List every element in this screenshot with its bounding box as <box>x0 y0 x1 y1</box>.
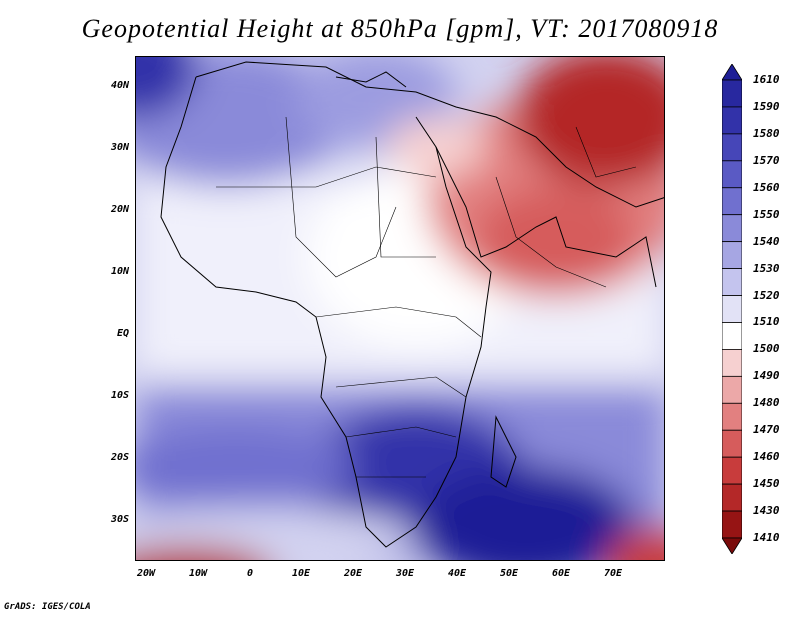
colorbar-segment <box>722 456 742 485</box>
colorbar-label: 1520 <box>753 288 780 302</box>
colorbar-segment <box>722 268 742 296</box>
colorbar <box>722 64 742 554</box>
colorbar-label: 1610 <box>753 73 780 86</box>
lon-label: 60E <box>551 568 571 579</box>
chart-title: Geopotential Height at 850hPa [gpm], VT:… <box>81 14 719 43</box>
colorbar-label: 1430 <box>753 504 780 518</box>
colorbar-bottom-arrow <box>722 537 742 554</box>
colorbar-label: 1580 <box>753 126 780 140</box>
map-plot <box>135 56 665 561</box>
colorbar-segment <box>722 187 742 216</box>
colorbar-label: 1480 <box>753 396 780 410</box>
lon-label: 0 <box>246 568 254 579</box>
lat-label: 10N <box>110 266 129 277</box>
colorbar-label: 1450 <box>753 477 780 491</box>
lon-label: 20E <box>343 568 363 579</box>
colorbar-label: 1500 <box>753 342 780 356</box>
colorbar-segment <box>722 510 742 539</box>
colorbar-segment <box>722 375 742 404</box>
lon-label: 20W <box>136 568 156 579</box>
credit-label: GrADS: IGES/COLA <box>4 602 91 612</box>
lat-label: 20S <box>110 452 129 463</box>
colorbar-label: 1560 <box>753 180 780 194</box>
lat-label: 40N <box>110 80 129 91</box>
lat-label: 30S <box>110 514 129 525</box>
colorbar-label: 1490 <box>753 369 780 383</box>
colorbar-segment <box>722 160 742 189</box>
colorbar-label: 1510 <box>753 315 780 329</box>
lon-label: 70E <box>603 568 623 579</box>
coastlines <box>160 61 664 548</box>
country-borders <box>216 116 637 478</box>
colorbar-segment <box>722 106 742 135</box>
lon-label: 50E <box>499 568 519 579</box>
colorbar-segment <box>722 429 742 458</box>
map-canvas <box>136 57 664 560</box>
height-field <box>136 57 664 560</box>
lon-label: 10E <box>291 568 311 579</box>
lat-label: 10S <box>110 390 129 401</box>
colorbar-segment <box>722 79 742 108</box>
colorbar-label: 1460 <box>753 450 780 464</box>
lat-label: EQ <box>116 328 129 339</box>
colorbar-label: 1540 <box>753 234 780 248</box>
colorbar-segment <box>722 133 742 162</box>
colorbar-segment <box>722 322 742 350</box>
lon-label: 10W <box>188 568 208 579</box>
colorbar-label: 1530 <box>753 261 780 275</box>
colorbar-segment <box>722 402 742 431</box>
colorbar-label: 1410 <box>753 531 780 544</box>
colorbar-label: 1570 <box>753 153 780 167</box>
colorbar-segment <box>722 483 742 512</box>
colorbar-segment <box>722 241 742 269</box>
colorbar-segment <box>722 214 742 243</box>
colorbar-top-arrow <box>722 64 742 81</box>
colorbar-label: 1550 <box>753 207 780 221</box>
lon-label: 40E <box>447 568 467 579</box>
lat-label: 20N <box>110 204 129 215</box>
colorbar-segment <box>722 295 742 323</box>
lon-label: 30E <box>395 568 415 579</box>
colorbar-segment <box>722 349 742 377</box>
lat-label: 30N <box>110 142 129 153</box>
colorbar-label: 1470 <box>753 423 780 437</box>
colorbar-label: 1590 <box>753 99 780 113</box>
